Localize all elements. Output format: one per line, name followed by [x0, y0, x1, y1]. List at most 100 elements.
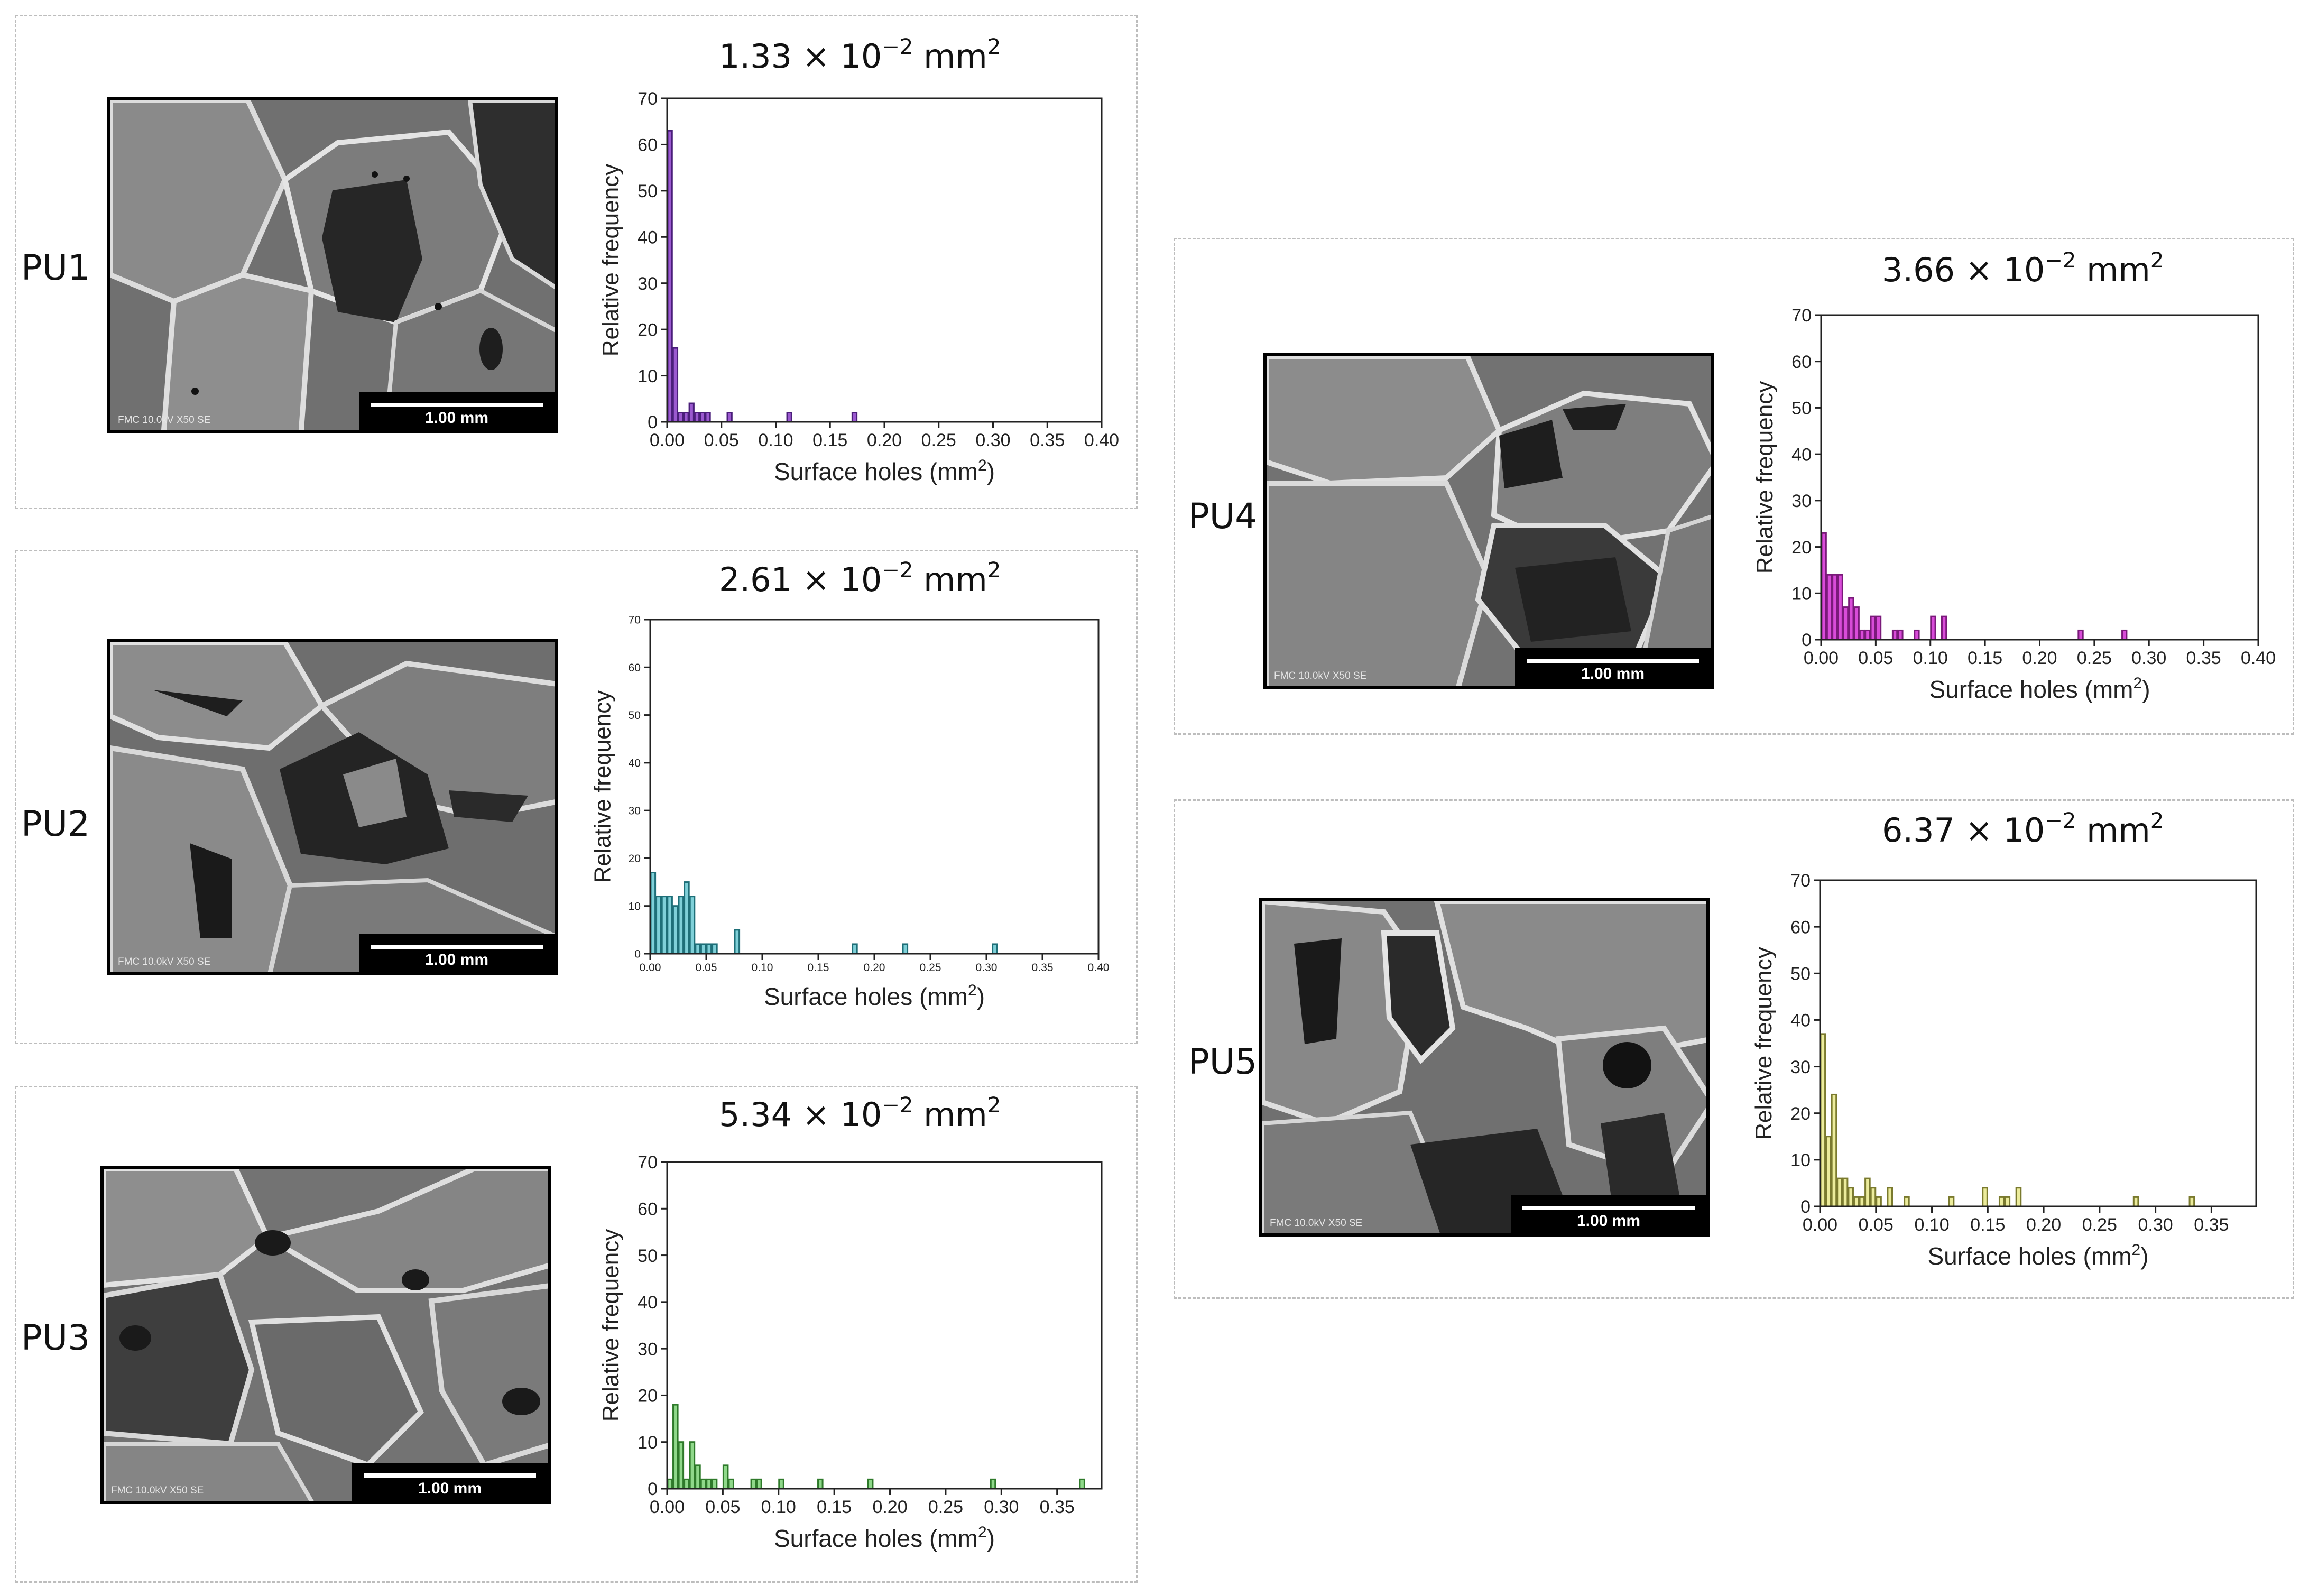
y-axis-label: Relative frequency	[590, 690, 616, 883]
y-tick-label: 70	[1790, 871, 1811, 891]
panel-pu3	[15, 1086, 1138, 1583]
y-tick-label: 40	[629, 757, 641, 769]
histogram-bar	[1876, 1196, 1882, 1207]
sem-foam-texture	[1267, 356, 1711, 686]
panel-pu5	[1174, 799, 2294, 1299]
title-unit-power: 2	[987, 1093, 1001, 1118]
title-times: ×	[802, 560, 830, 599]
chart-title-pu1: 1.33 × 10−2 mm2	[719, 36, 1001, 76]
x-tick-label: 0.40	[2241, 648, 2276, 668]
x-tick-label: 0.10	[1913, 648, 1948, 668]
histogram-bar	[1887, 1187, 1894, 1207]
y-tick-label: 50	[1791, 399, 1812, 419]
scale-bar-line	[1527, 659, 1699, 663]
title-exponent: −2	[882, 558, 913, 583]
title-base: 10	[2003, 811, 2045, 850]
scale-bar-line	[1522, 1206, 1695, 1210]
sample-label-pu1: PU1	[21, 247, 90, 288]
y-tick-label: 50	[1790, 964, 1811, 984]
x-axis-label: Surface holes (mm2)	[774, 1524, 995, 1552]
x-tick-label: 0.00	[1804, 648, 1839, 668]
title-times: ×	[1965, 251, 1993, 289]
chart-title-pu5: 6.37 × 10−2 mm2	[1882, 810, 2164, 850]
x-tick-label: 0.05	[704, 430, 739, 450]
y-tick-label: 10	[638, 366, 658, 386]
chart-title-pu4: 3.66 × 10−2 mm2	[1882, 248, 2164, 289]
y-tick-label: 30	[638, 1339, 658, 1359]
scale-bar-line	[371, 945, 543, 949]
title-base: 10	[840, 1095, 882, 1134]
histogram-bar	[1870, 1187, 1877, 1207]
x-axis-label: Surface holes (mm2)	[1927, 1241, 2148, 1270]
title-times: ×	[802, 37, 830, 76]
histogram-bar	[1864, 1177, 1871, 1207]
scale-bar-label: 1.00 mm	[1576, 1212, 1641, 1230]
x-tick-label: 0.10	[761, 1497, 796, 1517]
y-tick-label: 0	[1802, 630, 1812, 650]
sem-info: FMC 10.0kV X50 SE	[1270, 1217, 1363, 1229]
histogram-bar	[1982, 1187, 1988, 1207]
y-tick-label: 20	[1791, 538, 1812, 558]
y-tick-label: 0	[1800, 1197, 1811, 1217]
scale-bar-line	[371, 403, 543, 407]
y-tick-label: 40	[638, 228, 658, 248]
x-tick-label: 0.00	[650, 430, 685, 450]
y-tick-label: 20	[1790, 1104, 1811, 1124]
histogram-bar	[2004, 1196, 2011, 1207]
y-tick-label: 30	[1790, 1057, 1811, 1077]
scale-bar-label: 1.00 mm	[418, 1480, 482, 1497]
histogram-bar	[1842, 1177, 1849, 1207]
x-tick-label: 0.10	[751, 962, 773, 974]
title-base: 10	[2003, 251, 2045, 289]
title-unit: mm	[923, 560, 987, 599]
panel-pu2	[15, 550, 1138, 1044]
scale-bar-line	[364, 1473, 536, 1478]
x-tick-label: 0.10	[758, 430, 793, 450]
histogram-bar	[1848, 1187, 1854, 1207]
y-tick-label: 70	[1791, 306, 1812, 326]
sem-foam-texture	[104, 1169, 548, 1501]
scale-bar-label: 1.00 mm	[424, 409, 489, 427]
y-tick-label: 70	[629, 614, 641, 626]
title-mantissa: 1.33	[719, 37, 792, 76]
x-tick-label: 0.35	[2194, 1215, 2229, 1235]
x-tick-label: 0.15	[807, 962, 829, 974]
y-tick-label: 20	[638, 1386, 658, 1406]
y-axis-label: Relative frequency	[598, 164, 624, 356]
histogram-bar	[2015, 1187, 2022, 1207]
x-tick-label: 0.05	[695, 962, 717, 974]
title-unit: mm	[2086, 251, 2150, 289]
title-unit: mm	[923, 1095, 987, 1134]
sem-image-pu1: FMC 10.0kV X50 SE 1.00 mm	[107, 97, 558, 433]
x-tick-label: 0.15	[1968, 648, 2002, 668]
sem-info: FMC 10.0kV X50 SE	[118, 414, 211, 426]
x-tick-label: 0.25	[919, 962, 941, 974]
y-tick-label: 40	[1791, 445, 1812, 465]
histogram-bar	[1820, 1033, 1826, 1207]
histogram-bar	[2132, 1196, 2139, 1207]
histogram-bar	[1904, 1196, 1910, 1207]
x-tick-label: 0.40	[1084, 430, 1119, 450]
panel-pu4	[1174, 238, 2294, 735]
y-tick-label: 40	[638, 1293, 658, 1313]
x-tick-label: 0.05	[705, 1497, 740, 1517]
histogram-bar	[1948, 1196, 1955, 1207]
title-exponent: −2	[2045, 248, 2076, 273]
x-tick-label: 0.15	[817, 1497, 852, 1517]
title-exponent: −2	[882, 1093, 913, 1118]
y-tick-label: 10	[1790, 1150, 1811, 1170]
title-unit-power: 2	[2150, 809, 2164, 833]
x-tick-label: 0.35	[1030, 430, 1065, 450]
histogram-bar	[1853, 1196, 1860, 1207]
x-tick-label: 0.05	[1859, 1215, 1894, 1235]
title-unit-power: 2	[2150, 248, 2164, 273]
histogram-bar	[1998, 1196, 2005, 1207]
x-tick-label: 0.20	[2022, 648, 2057, 668]
y-tick-label: 60	[638, 1200, 658, 1220]
y-tick-label: 10	[638, 1433, 658, 1453]
histogram-bar	[2188, 1196, 2195, 1207]
title-mantissa: 3.66	[1882, 251, 1955, 289]
x-tick-label: 0.25	[921, 430, 956, 450]
